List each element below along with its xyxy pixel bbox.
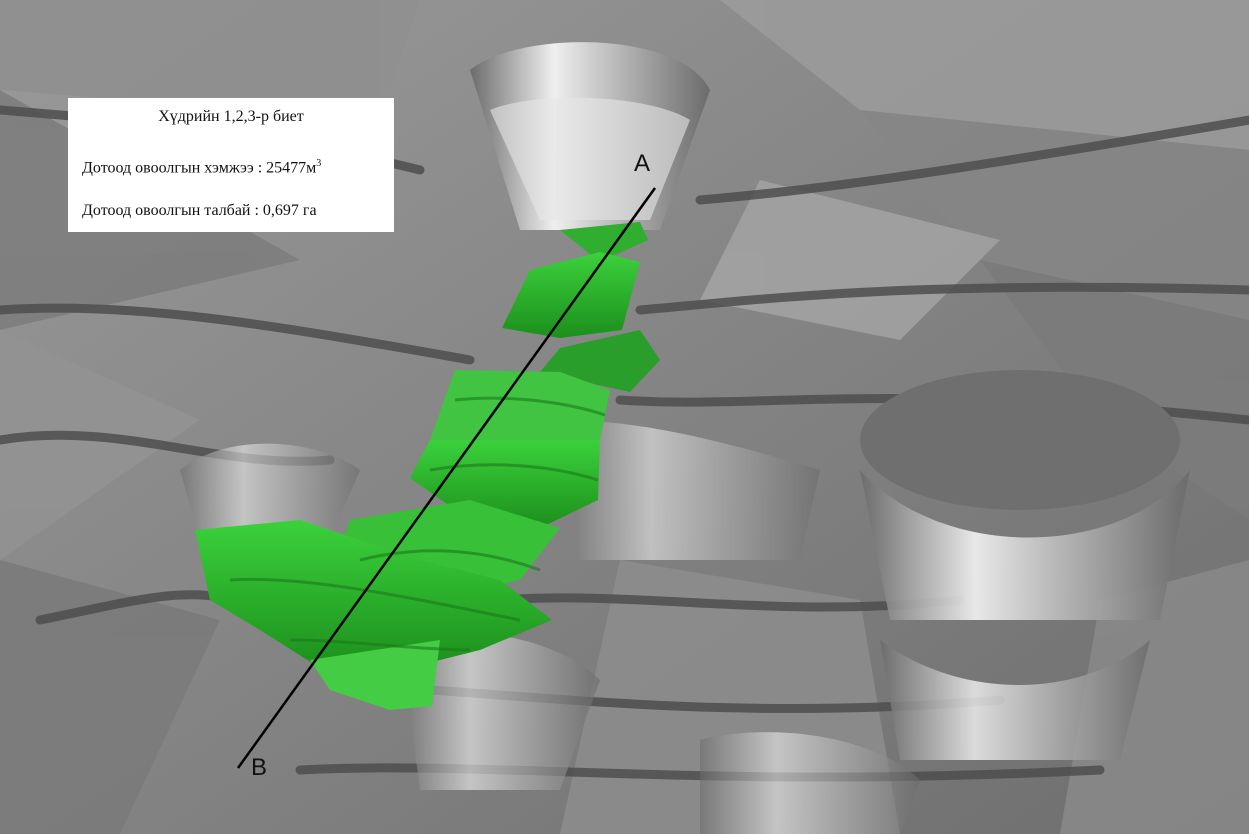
dump-area: Дотоод овоолгын талбай : 0,697 га bbox=[82, 202, 317, 219]
section-point-a-label: A bbox=[634, 150, 651, 177]
dump-volume-text: Дотоод овоолгын хэмжээ : 25477м bbox=[82, 159, 317, 177]
dump-volume: Дотоод овоолгын хэмжээ : 25477м3 bbox=[82, 158, 321, 177]
info-box: Хүдрийн 1,2,3-р биет Дотоод овоолгын хэм… bbox=[68, 98, 394, 232]
section-line-ab bbox=[236, 187, 657, 769]
dump-volume-unit-sup: 3 bbox=[316, 158, 322, 169]
section-point-b-label: B bbox=[251, 754, 268, 781]
pit-cones bbox=[180, 42, 1190, 834]
info-title: Хүдрийн 1,2,3-р биет bbox=[158, 108, 304, 125]
